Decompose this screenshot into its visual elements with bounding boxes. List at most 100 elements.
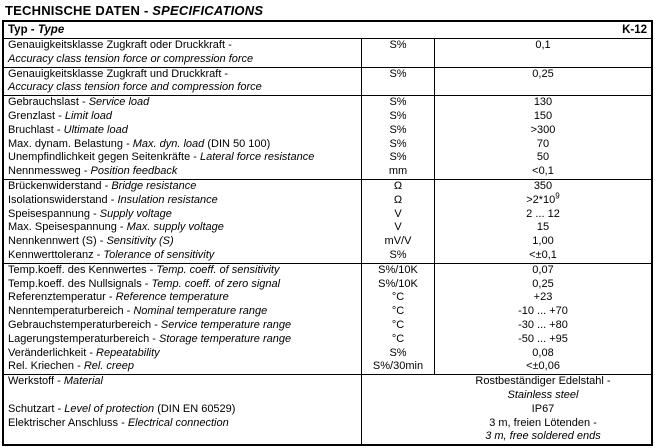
spec-group-values: 0,25 [435, 68, 651, 96]
spec-group-values: 130 150 >300 70 50 <0,1 [435, 96, 651, 179]
spec-value-text: 0,1 [535, 39, 551, 51]
spec-label-de: Genauigkeitsklasse Zugkraft oder Druckkr… [8, 39, 232, 51]
spec-row-value: 3 m, free soldered ends [485, 430, 601, 443]
spec-group: Brückenwiderstand - Bridge resistance Iso… [4, 178, 651, 263]
spec-row-value: -10 ... +70 [435, 305, 651, 319]
spec-label-de: Max. Speisespannung - [8, 221, 127, 234]
spec-label-de: Gebrauchstemperaturbereich - [8, 318, 161, 331]
spec-row-value: +23 [435, 291, 651, 305]
spec-row-label: Max. Speisespannung - Max. supply voltag… [8, 221, 361, 235]
spec-row-value: 0,08 [435, 347, 651, 361]
spec-row-unit: S% [389, 248, 407, 261]
spec-value-text: 15 [536, 221, 550, 234]
spec-row-label: Nenntemperaturbereich - Nominal temperat… [8, 305, 361, 319]
spec-row-unit: S%/10K [378, 263, 418, 276]
spec-row-label: Kennwerttoleranz - Tolerance of sensitiv… [8, 249, 361, 263]
spec-row-label: Isolationswiderstand - Insulation resist… [8, 194, 361, 208]
page-title: TECHNISCHE DATEN - SPECIFICATIONS [5, 3, 263, 18]
spec-label-de: Nennkennwert (S) - [8, 235, 107, 248]
spec-row-value-spacer [435, 53, 651, 67]
spec-label-de: Speisespannung - [8, 207, 100, 220]
spec-row-label: Nennkennwert (S) - Sensitivity (S) [8, 235, 361, 249]
spec-row-value: 0,25 [435, 278, 651, 292]
spec-group: Genauigkeitsklasse Zugkraft oder Druckkr… [4, 38, 651, 67]
spec-row-unit: S% [389, 96, 407, 109]
spec-label-de: Elektrischer Anschluss - [8, 416, 128, 429]
spec-label-de: Veränderlichkeit - [8, 346, 97, 359]
spec-group-labels: Brückenwiderstand - Bridge resistance Iso… [4, 179, 362, 263]
spec-value-text: +23 [533, 291, 553, 304]
spec-label-de: Rel. Kriechen - [8, 360, 84, 373]
spec-value-text: 50 [536, 151, 550, 164]
spec-label-en: Sensitivity (S) [106, 235, 174, 248]
spec-row-label: Gebrauchstemperaturbereich - Service tem… [8, 319, 361, 333]
spec-row-value: 2 ... 12 [435, 208, 651, 222]
spec-row-unit: V [394, 207, 402, 220]
spec-label-de: Kennwerttoleranz - [8, 248, 104, 261]
spec-value-text: >300 [530, 123, 556, 136]
spec-row-value: 3 m, freien Lötenden - [489, 416, 597, 429]
page-title-separator: - [140, 3, 153, 18]
spec-row-value: 130 [435, 96, 651, 110]
spec-row-value: Rostbeständiger Edelstahl - [475, 375, 611, 388]
spec-label-de: Referenztemperatur - [8, 291, 116, 304]
spec-label-en: Service temperature range [160, 318, 292, 331]
spec-label-en: Max. supply voltage [126, 221, 224, 234]
spec-row-unit: S% [389, 346, 407, 359]
spec-row-value: 1,00 [435, 235, 651, 249]
spec-row-value: >300 [435, 124, 651, 138]
spec-row-label-translation: Accuracy class tension force or compress… [8, 53, 361, 67]
spec-label-en: Electrical connection [127, 416, 229, 429]
spec-group: Temp.koeff. des Kennwertes - Temp. coeff… [4, 262, 651, 375]
spec-value-text: 1,00 [532, 235, 554, 248]
spec-value-text: 2 ... 12 [526, 207, 560, 220]
spec-label-de: Bruchlast - [8, 123, 64, 136]
spec-label-en: Bridge resistance [111, 179, 197, 192]
spec-label-en: Insulation resistance [117, 193, 218, 206]
spec-row-unit: S% [389, 151, 407, 164]
spec-row-label: Veränderlichkeit - Repeatability [8, 347, 361, 361]
spec-row-label: Nennmessweg - Position feedback [8, 165, 361, 179]
spec-label-de: Werkstoff - [8, 375, 64, 388]
spec-value-text: 0,25 [532, 67, 554, 80]
spec-row-label: Elektrischer Anschluss - Electrical conn… [8, 417, 361, 431]
spec-row-unit: °C [391, 305, 405, 318]
spec-group-material-connection: Werkstoff - Material Schutzart - Level of… [4, 374, 651, 445]
spec-row-value: -50 ... +95 [435, 333, 651, 347]
spec-row-label [8, 389, 361, 403]
spec-label-en: Position feedback [90, 165, 178, 178]
spec-row-label: Genauigkeitsklasse Zugkraft oder Druckkr… [8, 39, 361, 53]
spec-value-text: 70 [536, 137, 550, 150]
type-value: K-12 [622, 24, 647, 36]
spec-row-value: <±0,06 [435, 360, 651, 374]
material-connection-values: Rostbeständiger Edelstahl - Stainless ste… [362, 375, 651, 444]
spec-group-units: S% [362, 39, 435, 67]
spec-group-labels: Temp.koeff. des Kennwertes - Temp. coeff… [4, 263, 362, 375]
spec-group-labels: Gebrauchslast - Service load Grenzlast - … [4, 96, 362, 179]
spec-label-de: Temp.koeff. des Nullsignals - [8, 277, 152, 290]
spec-value-text: 0,07 [532, 263, 554, 276]
spec-row-label: Genauigkeitsklasse Zugkraft und Druckkra… [8, 68, 361, 82]
spec-table: Typ - Type K-12 Genauigkeitsklasse Zugkr… [2, 20, 653, 447]
spec-row-label: Speisespannung - Supply voltage [8, 208, 361, 222]
spec-label-en: Level of protection [64, 402, 155, 415]
spec-label-en: Accuracy class tension force or compress… [8, 52, 254, 65]
spec-row-label-translation: Accuracy class tension force and compres… [8, 81, 361, 95]
page-title-en: SPECIFICATIONS [152, 3, 264, 18]
spec-row-value: 70 [435, 138, 651, 152]
spec-row-label: Rel. Kriechen - Rel. creep [8, 360, 361, 374]
spec-row-unit: S% [389, 109, 407, 122]
spec-row-unit: mm [388, 165, 408, 178]
spec-row-value: 150 [435, 110, 651, 124]
spec-label-de: Lagerungstemperaturbereich - [8, 332, 160, 345]
spec-row-value: IP67 [531, 402, 555, 415]
spec-label-en: Lateral force resistance [200, 151, 315, 164]
spec-row-label: Brückenwiderstand - Bridge resistance [8, 180, 361, 194]
spec-group: Gebrauchslast - Service load Grenzlast - … [4, 95, 651, 179]
spec-label-en: Accuracy class tension force and compres… [8, 81, 262, 94]
spec-row-value: <±0,1 [435, 249, 651, 263]
page-title-de: TECHNISCHE DATEN [5, 3, 141, 18]
spec-row-unit: Ω [393, 193, 403, 206]
spec-group-labels: Genauigkeitsklasse Zugkraft und Druckkra… [4, 67, 362, 96]
